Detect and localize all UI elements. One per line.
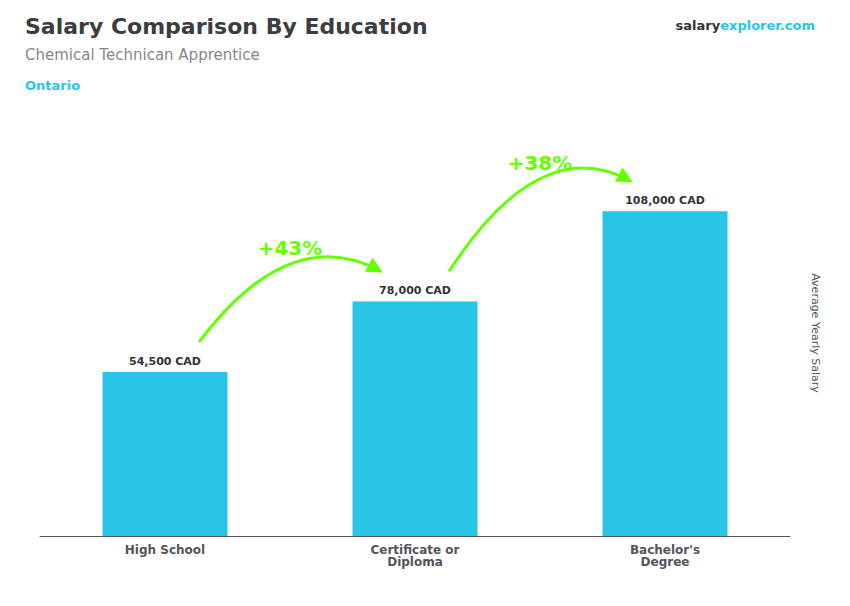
svg-text:+43%: +43%: [258, 236, 323, 260]
svg-text:+38%: +38%: [508, 151, 573, 175]
svg-text:54,500 CAD: 54,500 CAD: [129, 355, 201, 368]
svg-text:Average Yearly Salary: Average Yearly Salary: [809, 273, 822, 393]
svg-text:explorer.com: explorer.com: [720, 18, 815, 33]
svg-text:Chemical Technican Apprentice: Chemical Technican Apprentice: [25, 46, 260, 64]
svg-text:Bachelor's: Bachelor's: [629, 543, 701, 557]
svg-text:salary: salary: [676, 18, 721, 33]
svg-text:78,000 CAD: 78,000 CAD: [379, 284, 451, 297]
svg-text:108,000 CAD: 108,000 CAD: [625, 194, 705, 207]
svg-text:Degree: Degree: [641, 555, 690, 569]
svg-text:Ontario: Ontario: [25, 78, 80, 93]
svg-text:High School: High School: [125, 543, 205, 557]
svg-text:Certificate or: Certificate or: [370, 543, 460, 557]
svg-text:Diploma: Diploma: [387, 555, 443, 569]
svg-text:Salary Comparison By Education: Salary Comparison By Education: [25, 14, 428, 39]
